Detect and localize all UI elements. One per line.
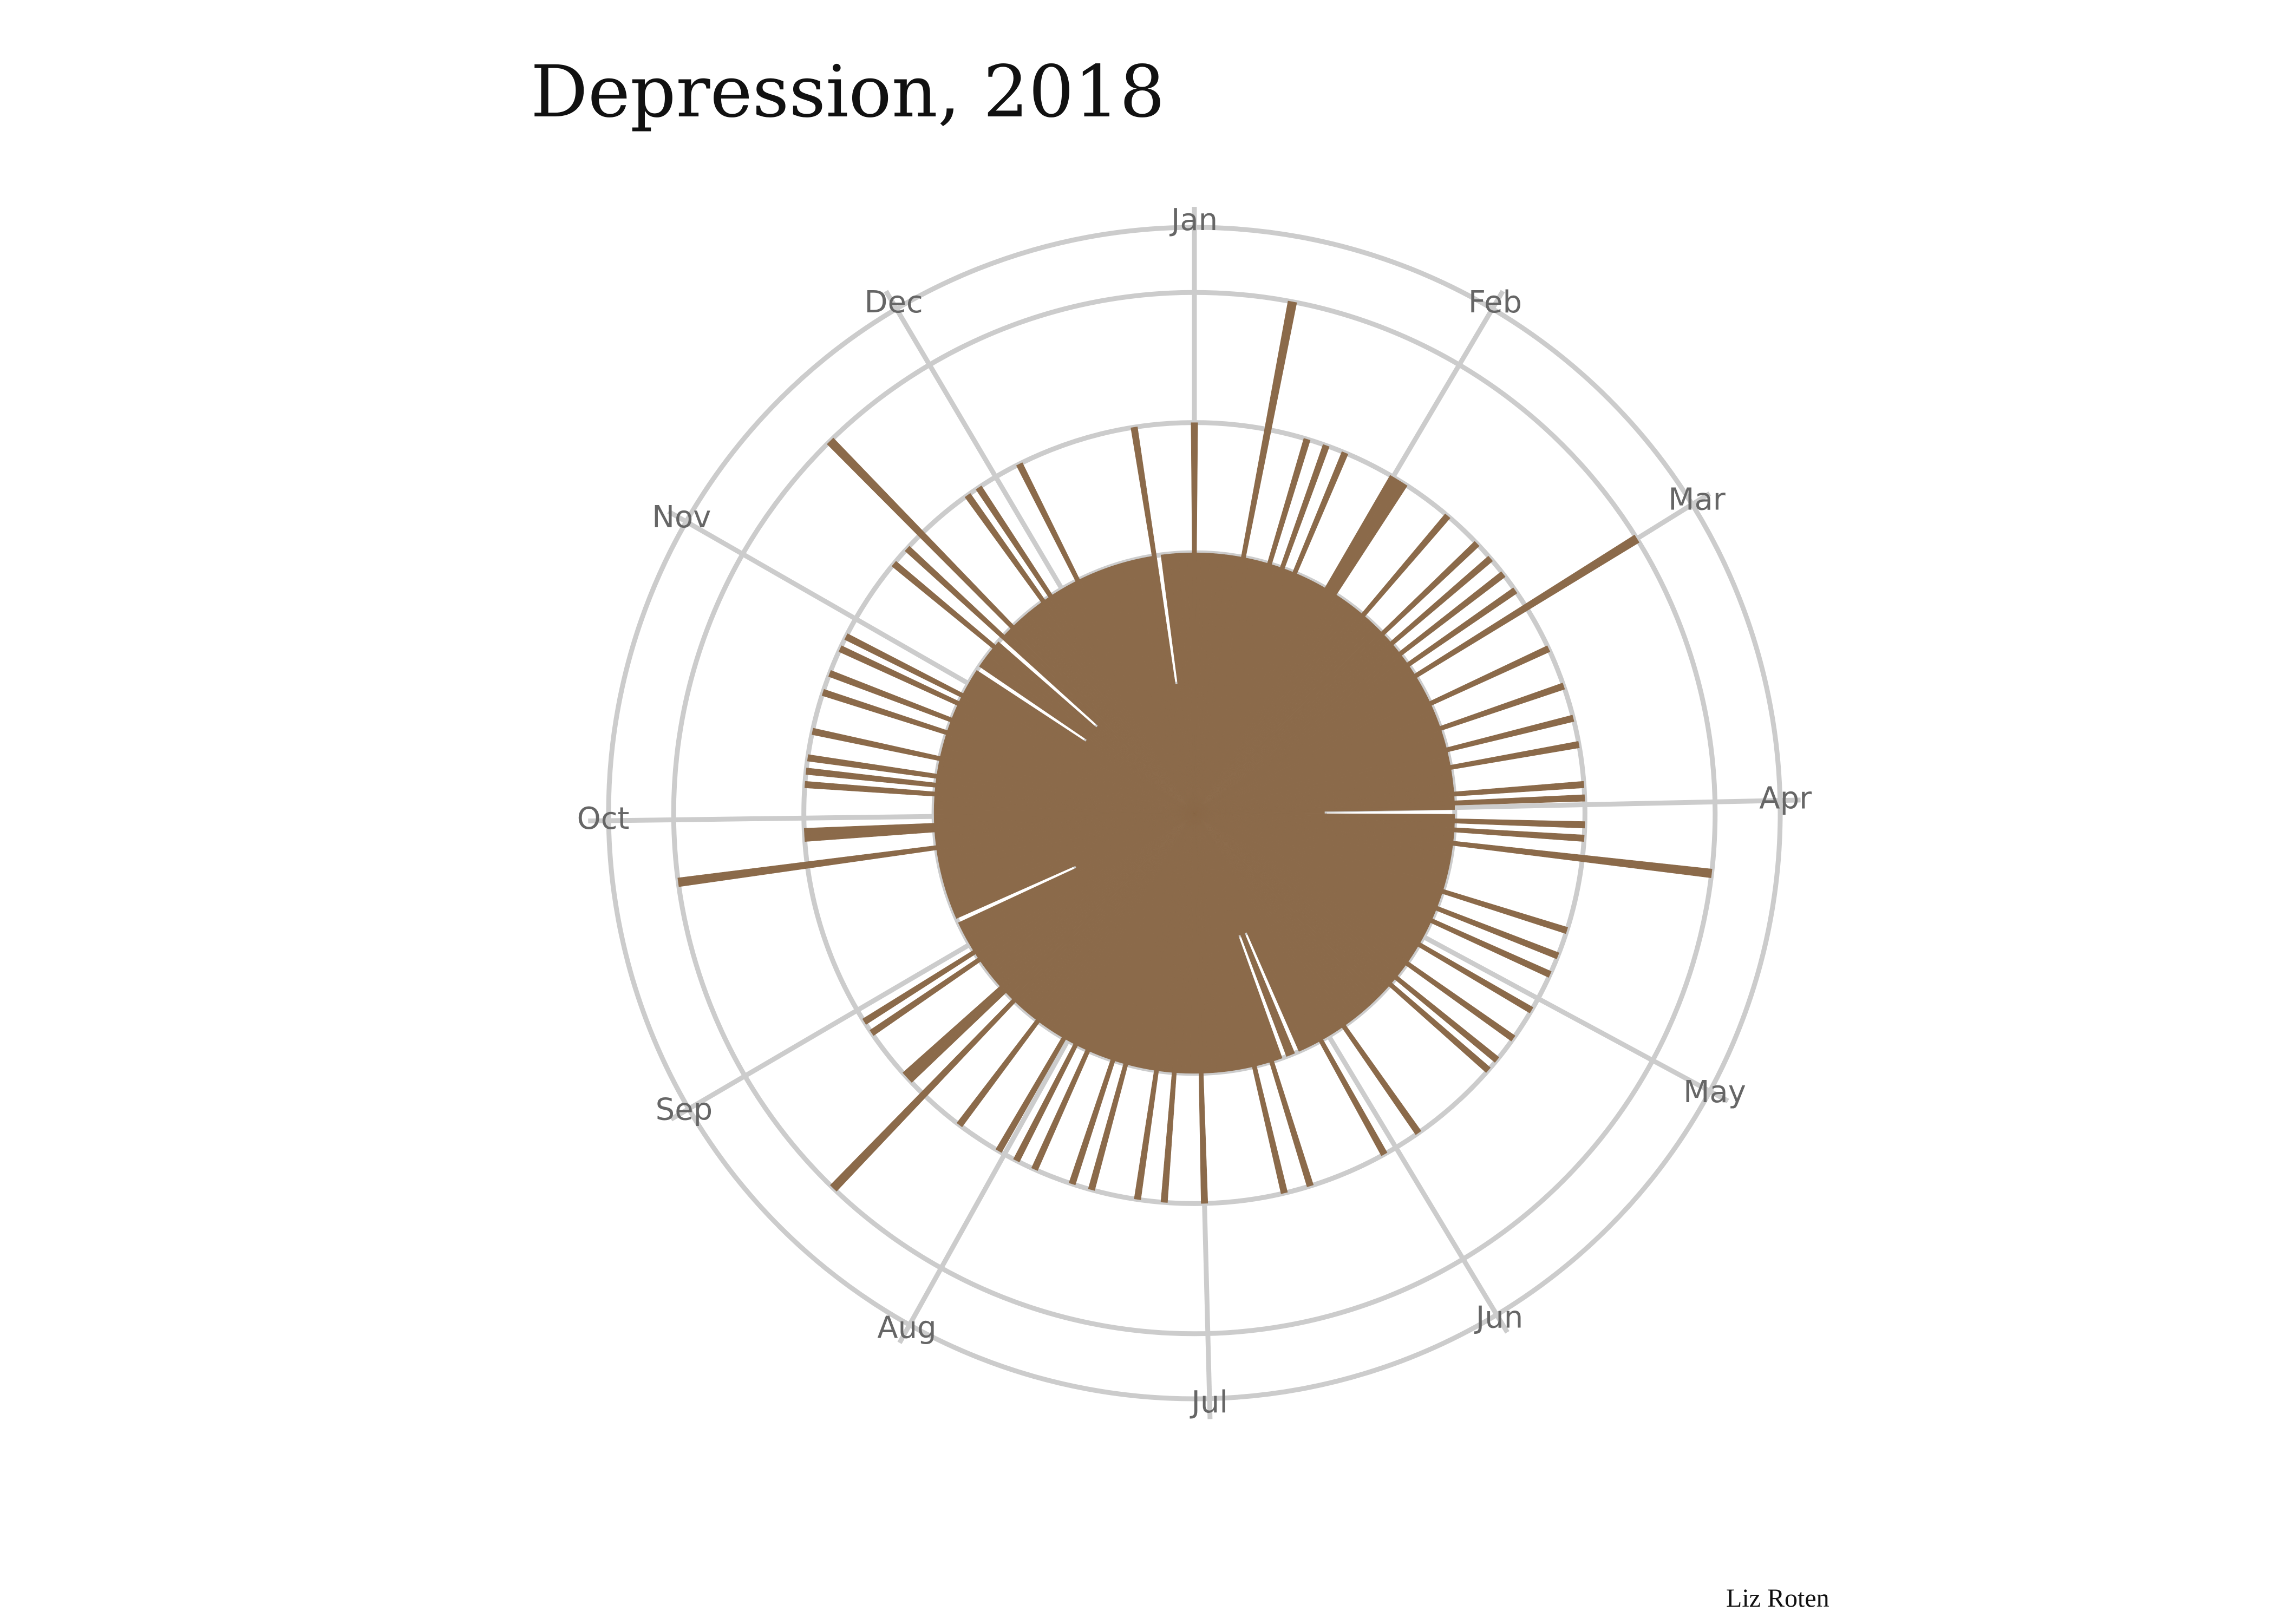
angular-tick-label: May	[1683, 1075, 1746, 1110]
bar	[1194, 813, 1291, 1057]
bar	[1194, 813, 1491, 1073]
bar	[1194, 645, 1551, 814]
bar	[1194, 513, 1450, 814]
bar	[891, 561, 1195, 814]
bar	[1194, 813, 1208, 1204]
bar	[974, 670, 1195, 814]
bar	[1194, 813, 1559, 959]
angular-tick-label: Oct	[577, 801, 630, 836]
bar	[1194, 683, 1565, 814]
bar	[1194, 482, 1408, 814]
bar	[827, 437, 1195, 814]
chart-title: Depression, 2018	[531, 50, 1165, 134]
bar	[1194, 587, 1518, 814]
bar	[1194, 794, 1585, 814]
bar	[1068, 813, 1195, 1186]
bar	[1194, 438, 1311, 814]
angular-tick-label: Jun	[1474, 1300, 1524, 1335]
bar	[1031, 813, 1195, 1171]
bar	[1016, 462, 1195, 814]
angular-tick-label: Dec	[864, 285, 923, 320]
bar	[803, 813, 1195, 835]
bar	[1194, 555, 1493, 814]
angular-tick-label: Nov	[652, 500, 711, 535]
bar	[995, 813, 1195, 1153]
angular-tick-label: Feb	[1468, 285, 1522, 320]
bar	[829, 813, 1195, 1192]
bar	[956, 813, 1195, 1128]
bar	[958, 813, 1195, 927]
labels: Jan Feb Mar Apr May Jun Jul Aug Sep Oct Nov Dec	[577, 202, 1812, 1420]
bar	[821, 689, 1195, 814]
bar	[1191, 422, 1198, 814]
bar	[1131, 427, 1195, 814]
angular-tick-label: Mar	[1668, 482, 1726, 518]
bar	[1194, 813, 1388, 1156]
bar	[1194, 813, 1500, 1063]
bar	[964, 493, 1195, 814]
bar	[677, 813, 1195, 887]
credit: Liz Roten	[1726, 1584, 1829, 1613]
angular-tick-label: Apr	[1759, 781, 1812, 816]
bar	[1194, 813, 1534, 1013]
bar	[1194, 805, 1455, 814]
bar	[1194, 813, 1569, 934]
bar	[1194, 813, 1515, 1042]
bar	[995, 641, 1195, 814]
bar	[1194, 541, 1480, 814]
bar	[904, 546, 1195, 814]
bar	[838, 645, 1195, 814]
angular-tick-label: Aug	[877, 1310, 936, 1345]
bar	[1194, 451, 1349, 814]
bar	[870, 813, 1195, 1036]
bar	[1194, 571, 1506, 814]
bar	[844, 633, 1195, 814]
bar	[828, 670, 1195, 814]
bar	[862, 813, 1195, 1025]
angular-tick-label: Jul	[1190, 1385, 1228, 1420]
bar	[1194, 715, 1574, 814]
bar	[1194, 813, 1314, 1187]
bar	[1194, 813, 1303, 1052]
bar	[1013, 813, 1195, 1163]
bar	[1194, 741, 1580, 814]
bar	[976, 485, 1195, 814]
bar	[1194, 813, 1288, 1194]
bar	[902, 813, 1195, 1078]
bar	[1187, 552, 1195, 814]
bar	[1194, 813, 1422, 1135]
bar	[1194, 781, 1585, 814]
bar	[1194, 813, 1552, 978]
bar	[1194, 534, 1640, 814]
bar	[1194, 444, 1330, 814]
angular-tick-label: Jan	[1169, 202, 1218, 238]
bars	[677, 300, 1713, 1204]
angular-tick-label: Sep	[656, 1092, 713, 1128]
